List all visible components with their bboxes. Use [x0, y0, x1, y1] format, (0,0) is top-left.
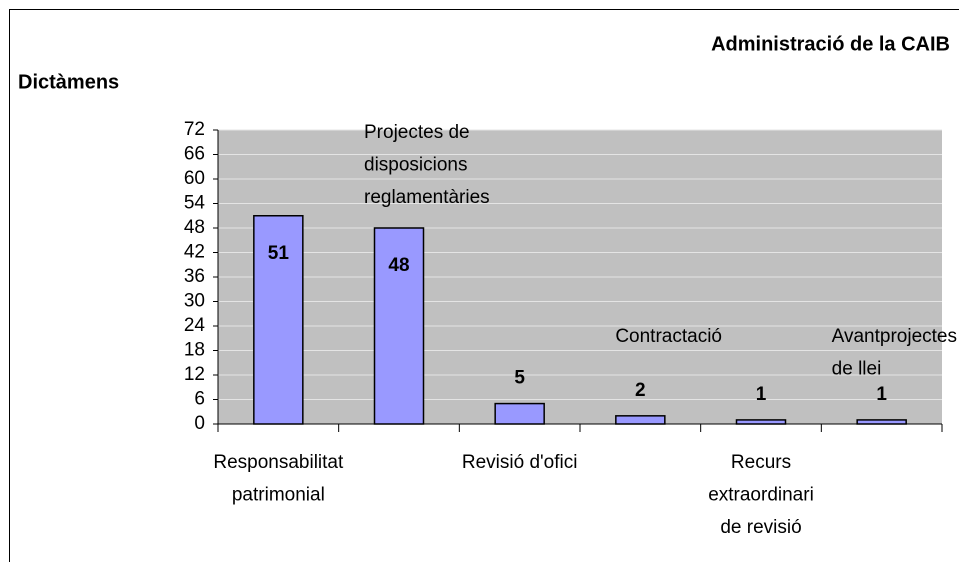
- data-label: 48: [388, 255, 409, 276]
- x-tick-label: Recurs extraordinari de revisió: [708, 452, 814, 538]
- x-tick-label: Avantprojectes de llei: [832, 326, 957, 380]
- y-tick-label: 18: [184, 340, 205, 361]
- x-tick-label: Projectes de disposicions reglamentàries: [364, 122, 490, 208]
- y-tick-label: 6: [194, 389, 205, 410]
- bar: [856, 419, 907, 425]
- chart-title: Administració de la CAIB: [711, 33, 950, 55]
- x-tick-label: Responsabilitat patrimonial: [213, 452, 344, 506]
- y-tick-label: 60: [184, 168, 205, 189]
- data-label: 2: [635, 380, 646, 401]
- y-tick-label: 12: [184, 364, 205, 385]
- y-tick-label: 48: [184, 217, 205, 238]
- y-tick-label: 66: [184, 144, 205, 165]
- data-label: 1: [876, 384, 887, 405]
- y-tick-label: 42: [184, 242, 205, 263]
- y-tick-label: 0: [194, 413, 205, 434]
- chart-subtitle: Dictàmens: [18, 71, 119, 93]
- data-label: 51: [268, 243, 290, 264]
- y-tick-label: 36: [184, 266, 205, 287]
- bar: [253, 215, 304, 425]
- bar: [494, 402, 545, 425]
- data-label: 1: [756, 384, 767, 405]
- y-tick-label: 30: [184, 291, 205, 312]
- y-tick-label: 54: [184, 193, 206, 214]
- bar: [735, 419, 787, 425]
- bar: [615, 415, 666, 425]
- y-tick-label: 24: [184, 315, 206, 336]
- y-tick-label: 72: [184, 119, 205, 140]
- data-label: 5: [514, 368, 525, 389]
- x-tick-label: Contractació: [615, 326, 722, 347]
- x-tick-label: Revisió d'ofici: [462, 452, 578, 473]
- bar: [373, 227, 425, 425]
